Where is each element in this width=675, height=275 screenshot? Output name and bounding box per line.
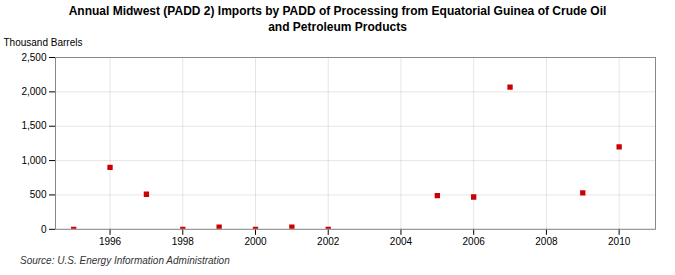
svg-text:1998: 1998: [172, 237, 195, 248]
svg-text:2,000: 2,000: [21, 86, 46, 97]
svg-text:2000: 2000: [244, 237, 267, 248]
svg-text:1996: 1996: [99, 237, 122, 248]
svg-text:2008: 2008: [535, 237, 558, 248]
svg-text:2004: 2004: [390, 237, 413, 248]
svg-text:1,500: 1,500: [21, 121, 46, 132]
svg-text:2002: 2002: [317, 237, 340, 248]
svg-text:Thousand Barrels: Thousand Barrels: [4, 37, 83, 48]
svg-text:2010: 2010: [608, 237, 631, 248]
html-text:Source: U.S. Energy Informatio: Source: U.S. Energy Information Administ…: [20, 255, 230, 266]
svg-text:0: 0: [41, 224, 47, 235]
svg-text:2,500: 2,500: [21, 52, 46, 63]
svg-text:500: 500: [30, 189, 47, 200]
svg-text:2006: 2006: [463, 237, 486, 248]
svg-text:1,000: 1,000: [21, 155, 46, 166]
html-text:Annual Midwest (PADD 2) Import: Annual Midwest (PADD 2) Imports by PADD …: [68, 4, 607, 34]
